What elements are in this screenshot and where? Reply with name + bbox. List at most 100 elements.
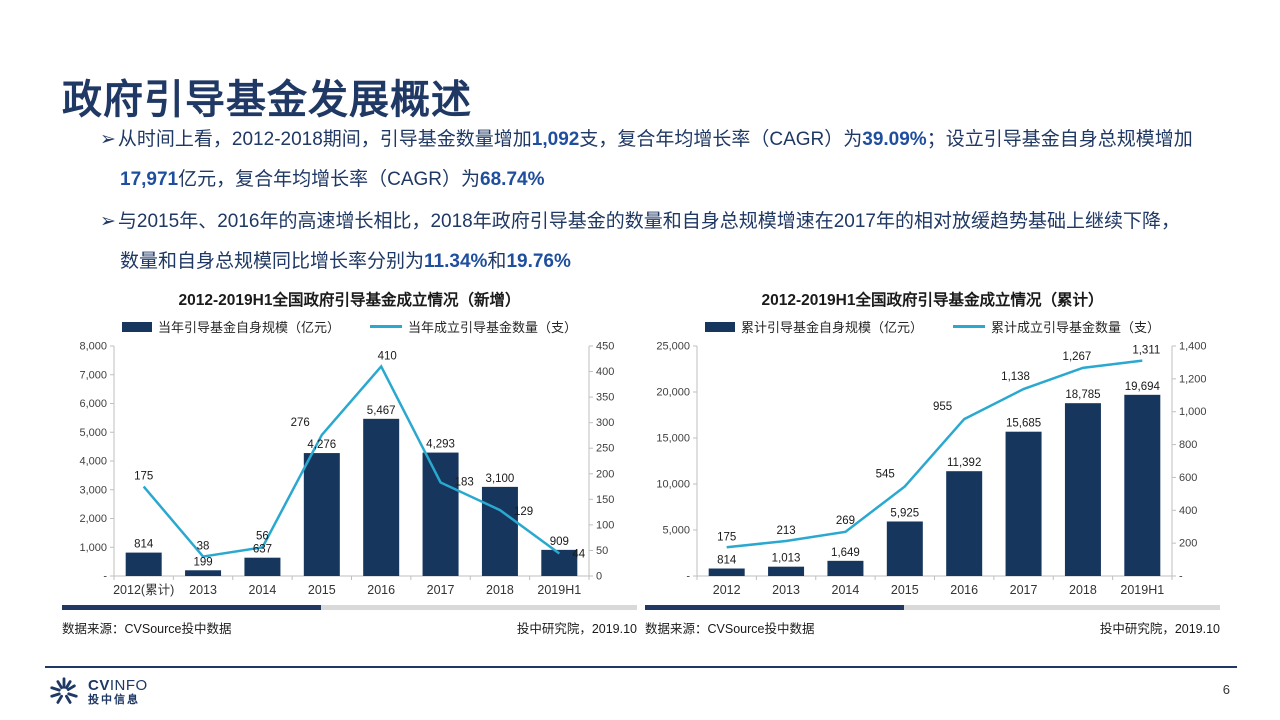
- new-funds-combo-chart: 8,000 7,000 6,000 5,000 4,000 3,000 2,000 1,000…: [79, 341, 614, 598]
- svg-text:2015: 2015: [308, 583, 336, 597]
- svg-text:2,000: 2,000: [79, 513, 107, 525]
- bar-swatch-icon: [704, 321, 735, 332]
- svg-text:199: 199: [193, 556, 212, 568]
- svg-text:1,013: 1,013: [772, 553, 801, 565]
- svg-text:637: 637: [253, 544, 272, 556]
- divider-strip-navy: [62, 605, 321, 610]
- divider-strip-gray: [320, 605, 637, 610]
- svg-text:175: 175: [717, 531, 736, 543]
- svg-text:909: 909: [550, 536, 569, 548]
- svg-text:5,000: 5,000: [79, 427, 107, 439]
- svg-text:4,276: 4,276: [307, 439, 336, 451]
- svg-text:-: -: [103, 571, 107, 583]
- svg-text:2013: 2013: [189, 583, 217, 597]
- page-title: 政府引导基金发展概述: [62, 77, 472, 122]
- svg-text:3,000: 3,000: [79, 484, 107, 496]
- svg-text:300: 300: [596, 417, 614, 429]
- legend-label: 当年引导基金自身规模（亿元）: [157, 320, 340, 335]
- svg-text:1,200: 1,200: [1179, 373, 1207, 385]
- line-swatch-icon: [953, 325, 985, 328]
- svg-text:2019H1: 2019H1: [1120, 583, 1164, 597]
- svg-text:800: 800: [1179, 439, 1197, 451]
- chart-title: 2012-2019H1全国政府引导基金成立情况（累计）: [761, 292, 1104, 309]
- divider-strip: [62, 605, 637, 610]
- data-source-label: 数据来源：CVSource投中数据: [645, 622, 815, 636]
- arrow-bullet-icon: ➢: [100, 129, 116, 150]
- svg-text:2017: 2017: [427, 583, 455, 597]
- bullet-item: ➢ 与2015年、2016年的高速增长相比，2018年政府引导基金的数量和自身总规…: [100, 202, 1195, 282]
- svg-text:56: 56: [256, 530, 269, 542]
- svg-text:400: 400: [596, 366, 614, 378]
- svg-text:1,311: 1,311: [1132, 345, 1160, 357]
- svg-text:1,649: 1,649: [831, 547, 860, 559]
- svg-text:8,000: 8,000: [79, 341, 107, 353]
- svg-text:2012: 2012: [713, 583, 741, 597]
- bullet-list: ➢ 从时间上看，2012-2018期间，引导基金数量增加1,092支，复合年均增长…: [100, 120, 1195, 284]
- svg-text:814: 814: [134, 539, 154, 551]
- bullet-text: 从时间上看，2012-2018期间，引导基金数量增加1,092支，复合年均增长率…: [117, 129, 1193, 190]
- svg-text:600: 600: [1179, 472, 1197, 484]
- svg-text:2014: 2014: [249, 583, 277, 597]
- svg-text:200: 200: [1179, 538, 1197, 550]
- svg-text:1,000: 1,000: [1179, 406, 1207, 418]
- arrow-bullet-icon: ➢: [100, 211, 116, 232]
- svg-text:3,100: 3,100: [486, 473, 515, 485]
- logo-chinese-name: 投中信息: [88, 694, 140, 707]
- svg-text:1,138: 1,138: [1001, 371, 1030, 383]
- svg-text:5,000: 5,000: [662, 525, 690, 537]
- svg-text:20,000: 20,000: [656, 387, 690, 399]
- svg-text:2019H1: 2019H1: [537, 583, 581, 597]
- svg-text:1,267: 1,267: [1063, 351, 1092, 363]
- svg-text:15,685: 15,685: [1006, 418, 1041, 430]
- data-source-label: 数据来源：CVSource投中数据: [62, 622, 232, 636]
- footer-rule: [45, 666, 1237, 668]
- cumulative-funds-combo-chart: 25,000 20,000 15,000 10,000 5,000 - 1,400 1,200…: [656, 341, 1207, 598]
- svg-text:269: 269: [836, 515, 855, 527]
- bullet-text: 与2015年、2016年的高速增长相比，2018年政府引导基金的数量和自身总规模…: [117, 211, 1180, 272]
- svg-text:2017: 2017: [1010, 583, 1038, 597]
- divider-strip: [645, 605, 1220, 610]
- svg-text:450: 450: [596, 341, 614, 353]
- research-credit-label: 投中研究院，2019.10: [1099, 622, 1220, 636]
- legend-item-bar: 累计引导基金自身规模（亿元）: [704, 317, 923, 336]
- divider-strip-navy: [645, 605, 904, 610]
- svg-text:545: 545: [876, 468, 895, 480]
- svg-text:150: 150: [596, 494, 614, 506]
- legend-label: 累计引导基金自身规模（亿元）: [740, 320, 923, 335]
- svg-text:-: -: [686, 571, 690, 583]
- svg-text:175: 175: [134, 471, 153, 483]
- svg-text:400: 400: [1179, 505, 1197, 517]
- svg-text:2016: 2016: [950, 583, 978, 597]
- pinwheel-logo-icon: [50, 677, 78, 704]
- bar-swatch-icon: [121, 321, 152, 332]
- research-credit-label: 投中研究院，2019.10: [516, 622, 637, 636]
- chart-source-row: 数据来源：CVSource投中数据 投中研究院，2019.10: [62, 618, 637, 637]
- page-number: 6: [1222, 682, 1230, 697]
- legend-label: 当年成立引导基金数量（支）: [408, 320, 578, 335]
- svg-text:1,400: 1,400: [1179, 341, 1207, 353]
- cvinfo-logo: CVINFO 投中信息: [48, 676, 148, 708]
- svg-text:2012(累计): 2012(累计): [113, 583, 174, 597]
- svg-text:814: 814: [717, 555, 737, 567]
- svg-text:10,000: 10,000: [656, 479, 690, 491]
- svg-text:100: 100: [596, 519, 614, 531]
- svg-text:2018: 2018: [1069, 583, 1097, 597]
- svg-text:1,000: 1,000: [79, 542, 107, 554]
- svg-text:250: 250: [596, 443, 614, 455]
- svg-text:2015: 2015: [891, 583, 919, 597]
- svg-text:25,000: 25,000: [656, 341, 690, 353]
- svg-text:350: 350: [596, 392, 614, 404]
- line-swatch-icon: [370, 325, 402, 328]
- logo-cv: CV: [88, 676, 110, 694]
- svg-text:19,694: 19,694: [1125, 381, 1161, 393]
- chart-legend: 累计引导基金自身规模（亿元） 累计成立引导基金数量（支）: [645, 317, 1220, 336]
- svg-text:18,785: 18,785: [1065, 389, 1100, 401]
- svg-text:0: 0: [596, 571, 602, 583]
- bullet-item: ➢ 从时间上看，2012-2018期间，引导基金数量增加1,092支，复合年均增长…: [100, 120, 1195, 200]
- svg-text:276: 276: [291, 417, 310, 429]
- chart-source-row: 数据来源：CVSource投中数据 投中研究院，2019.10: [645, 618, 1220, 637]
- svg-text:5,467: 5,467: [367, 405, 396, 417]
- svg-text:213: 213: [776, 525, 795, 537]
- svg-text:6,000: 6,000: [79, 398, 107, 410]
